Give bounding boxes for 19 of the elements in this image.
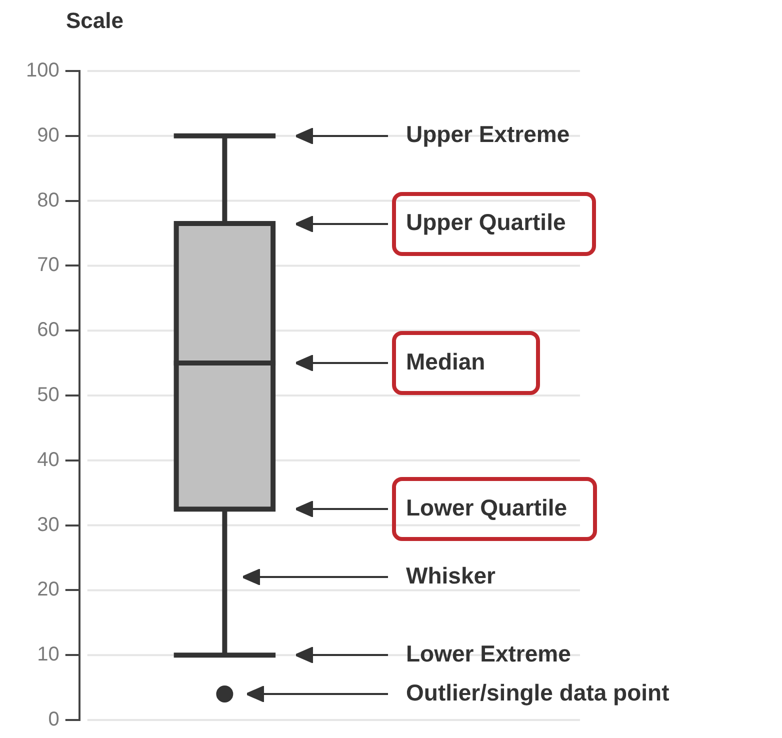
annotation: Lower Quartile [406,494,568,520]
y-axis-title: Scale [66,8,124,34]
annotation: Median [406,348,486,374]
annotation: Whisker [406,562,496,589]
y-tick-label: 0 [48,708,60,731]
y-tick-label: 20 [37,578,60,601]
annotation: Lower Extreme [406,640,571,666]
annotation: Outlier/single data point [406,679,670,706]
y-tick-label: 80 [37,189,60,212]
y-tick-label: 40 [37,448,60,471]
y-tick-label: 60 [37,319,60,342]
y-tick-label: 100 [26,60,60,82]
y-tick-label: 90 [37,124,60,146]
y-tick-label: 50 [37,384,60,406]
annotation: Upper Quartile [406,208,566,235]
y-tick-label: 10 [37,644,60,666]
y-tick-label: 30 [37,514,60,536]
annotation: Upper Extreme [406,121,570,148]
y-tick-label: 70 [37,254,60,276]
